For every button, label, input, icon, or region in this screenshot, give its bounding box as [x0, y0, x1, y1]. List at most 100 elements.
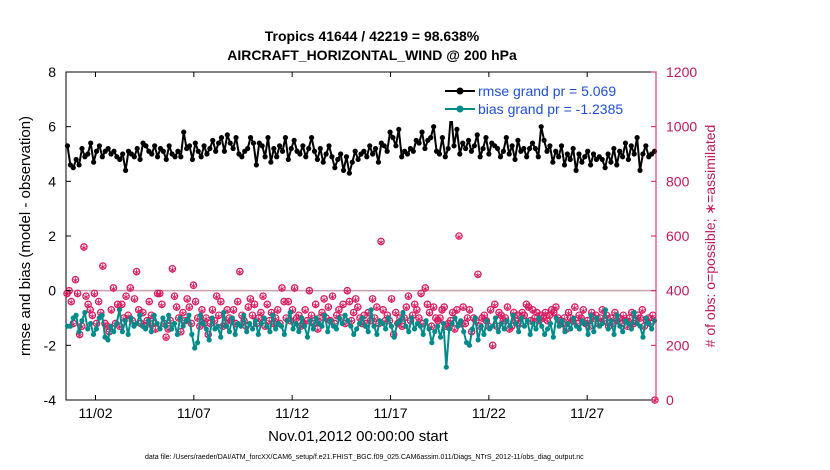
- y-tick-label: 6: [48, 119, 56, 135]
- obs-assimilated-point: ∗: [177, 328, 185, 339]
- obs-possible-point: [278, 284, 286, 292]
- rmse-point: [422, 145, 428, 152]
- obs-assimilated-point: ∗: [398, 322, 406, 333]
- obs-assimilated-point: ∗: [432, 314, 440, 325]
- bias-point: [221, 309, 227, 316]
- plot-area: [65, 71, 657, 401]
- bias-point: [249, 326, 256, 332]
- obs-assimilated-point: ∗: [76, 330, 84, 341]
- obs-assimilated-point: ∗: [263, 300, 271, 311]
- rmse-point: [154, 154, 161, 160]
- obs-assimilated-point: ∗: [153, 289, 161, 300]
- rmse-point: [619, 154, 626, 160]
- obs-possible-point: [67, 297, 76, 306]
- obs-possible-point: [290, 284, 299, 292]
- rmse-point: [323, 151, 329, 157]
- obs-assimilated-point: ∗: [305, 287, 313, 298]
- bias-point: [200, 320, 206, 327]
- bias-point: [356, 320, 363, 327]
- obs-assimilated-point: ∗: [257, 309, 265, 320]
- rmse-point: [579, 159, 585, 165]
- rmse-point: [483, 135, 489, 141]
- rmse-point: [335, 156, 341, 163]
- bias-point: [128, 315, 134, 321]
- bias-point: [504, 318, 510, 324]
- chart-subtitle: AIRCRAFT_HORIZONTAL_WIND @ 200 hPa: [227, 47, 517, 63]
- bias-point: [79, 318, 85, 324]
- obs-assimilated-point: ∗: [535, 317, 543, 328]
- bias-point: [345, 318, 351, 324]
- obs-possible-point: [263, 300, 272, 309]
- bias-point: [99, 312, 105, 318]
- legend-bias-marker: [456, 105, 464, 113]
- obs-assimilated-point: ∗: [489, 341, 497, 352]
- obs-assimilated-point: ∗: [339, 300, 347, 311]
- rmse-point: [343, 154, 350, 160]
- obs-possible-point: [82, 292, 90, 300]
- bias-point: [255, 331, 261, 337]
- obs-possible-point: [202, 314, 210, 322]
- rmse-point: [239, 154, 245, 160]
- bias-point: [359, 315, 366, 321]
- obs-assimilated-point: ∗: [248, 311, 256, 322]
- rmse-point: [416, 140, 422, 146]
- obs-assimilated-point: ∗: [566, 314, 574, 325]
- obs-possible-point: [351, 295, 360, 303]
- obs-assimilated-point: ∗: [212, 292, 220, 303]
- rmse-point: [556, 154, 562, 160]
- obs-assimilated-point: ∗: [423, 300, 431, 311]
- rmse-point: [282, 135, 289, 141]
- obs-assimilated-point: ∗: [191, 298, 199, 309]
- obs-assimilated-point: ∗: [453, 306, 461, 317]
- obs-assimilated-point: ∗: [533, 309, 541, 320]
- rmse-point: [370, 151, 376, 157]
- rmse-point: [204, 151, 210, 157]
- bias-point: [478, 323, 484, 329]
- obs-possible-point: [109, 284, 118, 292]
- obs-assimilated-point: ∗: [189, 281, 197, 292]
- bias-point: [371, 323, 377, 329]
- obs-possible-point: [80, 243, 88, 251]
- rmse-point: [570, 145, 576, 152]
- obs-assimilated-point: ∗: [381, 317, 389, 328]
- obs-assimilated-point: ∗: [537, 311, 545, 322]
- bias-point: [238, 323, 244, 329]
- obs-assimilated-point: ∗: [425, 309, 433, 320]
- rmse-point: [495, 145, 501, 152]
- legend: rmse grand pr = 5.069 bias grand pr = -1…: [441, 79, 651, 121]
- bias-point: [247, 320, 253, 327]
- legend-rmse-label: rmse grand pr = 5.069: [478, 83, 616, 99]
- rmse-point: [329, 154, 335, 160]
- rmse-point: [96, 143, 103, 149]
- bias-point: [539, 323, 545, 329]
- rmse-point: [538, 124, 544, 130]
- rmse-point: [279, 148, 286, 154]
- rmse-point: [375, 159, 382, 165]
- bias-point: [252, 318, 259, 324]
- rmse-point: [213, 148, 219, 154]
- bias-point: [585, 331, 591, 337]
- bias-point: [605, 326, 611, 332]
- bias-point: [322, 312, 328, 318]
- bias-point: [472, 315, 478, 321]
- rmse-point: [291, 137, 297, 143]
- y-axis-ticks: -4 -2 0 2 4 6 8: [44, 64, 71, 408]
- bias-point: [440, 320, 447, 327]
- rmse-point: [152, 143, 158, 149]
- rmse-point: [120, 151, 126, 157]
- rmse-point: [308, 135, 315, 141]
- obs-possible-point: [259, 292, 267, 300]
- obs-possible-point: [343, 286, 352, 295]
- obs-possible-point: [126, 284, 135, 292]
- obs-assimilated-point: ∗: [415, 314, 423, 325]
- y-tick-label: 4: [48, 173, 56, 189]
- obs-possible-point: [217, 297, 225, 306]
- obs-possible-point: [145, 297, 154, 306]
- obs-assimilated-point: ∗: [183, 295, 191, 306]
- bias-point: [333, 326, 340, 332]
- rmse-point: [457, 151, 463, 157]
- rmse-point: [352, 148, 358, 154]
- rmse-point: [163, 156, 169, 163]
- bias-point: [171, 320, 178, 327]
- rmse-point: [326, 143, 332, 149]
